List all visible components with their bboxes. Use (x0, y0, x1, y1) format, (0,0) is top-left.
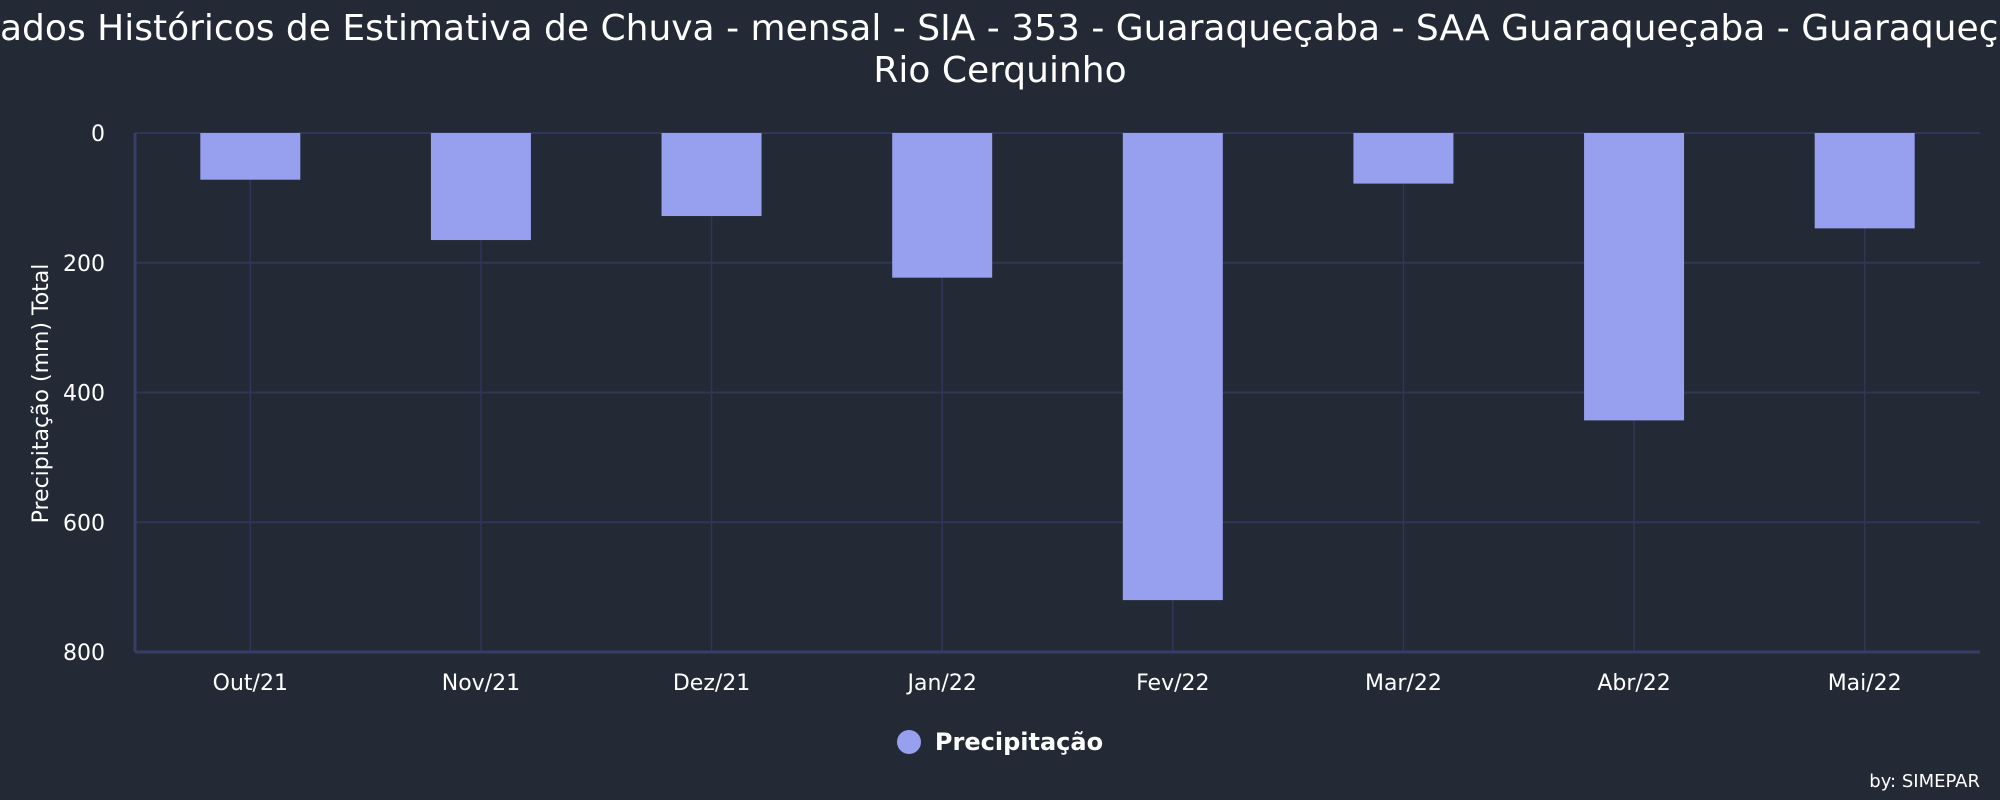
x-tick-label: Fev/22 (1136, 671, 1209, 696)
chart-title: ados Históricos de Estimativa de Chuva -… (0, 8, 2000, 92)
x-tick-label: Dez/21 (673, 671, 750, 696)
credits-text[interactable]: by: SIMEPAR (1869, 771, 1980, 792)
labels-layer: 0 200 400 600 800 Out/21 Nov/21 Dez/21 Jan/22 Fev… (29, 122, 1902, 696)
legend: Precipitação (0, 728, 2000, 756)
bar-Mai/22[interactable] (1814, 133, 1915, 229)
x-tick-label: Mar/22 (1365, 671, 1442, 696)
bar-Jan/22[interactable] (892, 133, 993, 278)
bar-Out/21[interactable] (200, 133, 301, 180)
x-tick-label: Jan/22 (906, 671, 977, 696)
bars-layer (200, 133, 1915, 601)
x-tick-label: Mai/22 (1828, 671, 1902, 696)
bar-Nov/21[interactable] (430, 133, 531, 241)
y-tick-label: 600 (63, 511, 105, 536)
legend-label: Precipitação (934, 728, 1104, 756)
chart-title-line-1: ados Históricos de Estimativa de Chuva -… (0, 8, 2000, 49)
bar-Abr/22[interactable] (1584, 133, 1685, 421)
y-tick-label: 200 (63, 252, 105, 277)
y-axis-title: Precipitação (mm) Total (29, 264, 54, 524)
bar-Fev/22[interactable] (1122, 133, 1223, 601)
x-tick-label: Out/21 (213, 671, 288, 696)
x-tick-label: Abr/22 (1597, 671, 1670, 696)
legend-item-precipitacao[interactable]: Precipitação (896, 728, 1104, 756)
grid-layer (135, 132, 1980, 653)
legend-swatch-icon (896, 730, 921, 754)
bar-Mar/22[interactable] (1353, 133, 1454, 184)
y-tick-label: 800 (63, 641, 105, 666)
y-tick-label: 400 (63, 382, 105, 407)
y-tick-label: 0 (91, 122, 105, 147)
x-tick-label: Nov/21 (442, 671, 520, 696)
chart-title-line-2: Rio Cerquinho (873, 50, 1127, 91)
bar-Dez/21[interactable] (661, 133, 762, 217)
axes-layer (133, 133, 1980, 654)
